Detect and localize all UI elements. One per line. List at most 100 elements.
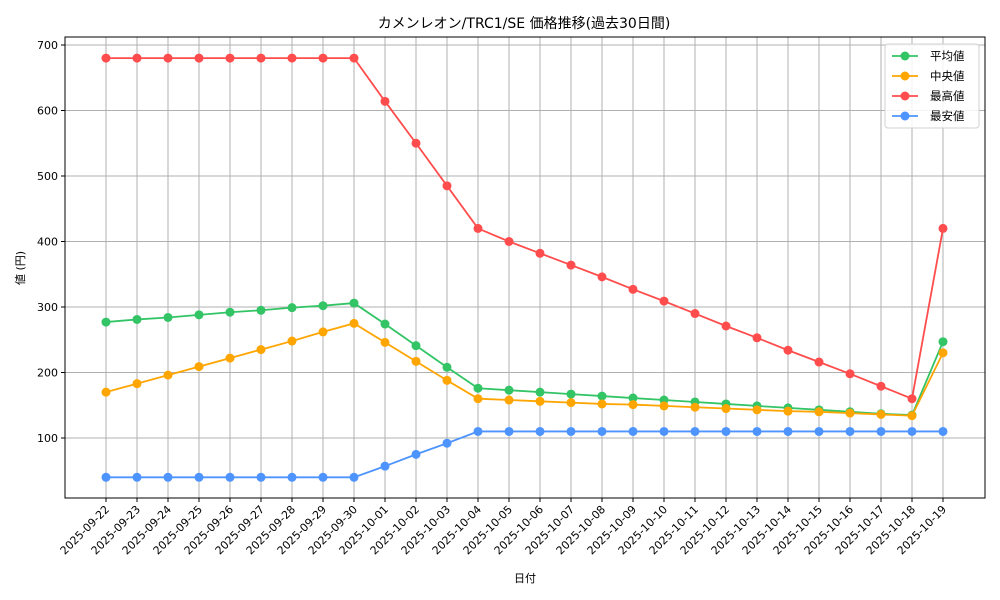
data-point: [442, 362, 452, 372]
y-tick-label: 200: [37, 367, 58, 380]
data-point: [194, 472, 204, 482]
data-point: [504, 237, 514, 246]
legend-label: 平均値: [930, 49, 965, 63]
data-point: [349, 318, 359, 328]
data-point: [256, 53, 266, 63]
data-point: [163, 370, 173, 380]
data-point: [287, 336, 297, 346]
data-point: [876, 409, 886, 419]
chart-title: カメンレオン/TRC1/SE 価格推移(過去30日間): [378, 16, 671, 32]
data-point: [318, 472, 328, 482]
legend-item: 最高値: [892, 89, 965, 103]
data-point: [132, 53, 142, 63]
data-point: [256, 472, 266, 482]
data-point: [566, 260, 576, 270]
data-point: [876, 381, 886, 391]
data-point: [659, 426, 669, 436]
data-point: [721, 321, 731, 331]
data-point: [752, 405, 762, 415]
data-point: [845, 426, 855, 436]
data-point: [907, 411, 917, 421]
legend-label: 中央値: [930, 69, 965, 83]
data-point: [938, 348, 948, 358]
x-axis-label: 日付: [514, 572, 536, 585]
legend-label: 最高値: [930, 89, 965, 103]
data-point: [938, 426, 948, 436]
data-point: [628, 426, 638, 436]
data-point: [783, 345, 793, 355]
y-axis-label: 値 (円): [14, 251, 27, 285]
data-point: [938, 223, 948, 233]
data-point: [132, 314, 142, 324]
legend-item: 中央値: [892, 69, 965, 83]
data-point: [287, 53, 297, 63]
data-point: [163, 53, 173, 63]
data-point: [411, 449, 421, 459]
data-point: [690, 426, 700, 436]
data-point: [473, 394, 483, 404]
data-point: [349, 472, 359, 482]
data-point: [101, 472, 111, 482]
y-tick-label: 100: [37, 432, 58, 445]
data-point: [256, 345, 266, 355]
data-point: [845, 369, 855, 379]
data-point: [628, 284, 638, 294]
data-point: [752, 426, 762, 436]
data-point: [597, 426, 607, 436]
legend-item: 平均値: [892, 49, 965, 63]
y-tick-label: 600: [37, 105, 58, 118]
data-point: [690, 309, 700, 319]
data-point: [752, 333, 762, 343]
data-point: [938, 337, 948, 347]
data-point: [628, 400, 638, 410]
data-point: [597, 399, 607, 409]
data-point: [535, 426, 545, 436]
legend-label: 最安値: [930, 109, 965, 123]
y-tick-label: 700: [37, 39, 58, 52]
data-point: [907, 394, 917, 404]
y-tick-label: 500: [37, 170, 58, 183]
data-point: [473, 426, 483, 436]
data-point: [132, 379, 142, 389]
y-tick-label: 400: [37, 236, 58, 249]
data-point: [907, 426, 917, 436]
data-point: [535, 248, 545, 258]
data-point: [628, 393, 638, 403]
data-point: [225, 307, 235, 317]
data-point: [194, 362, 204, 372]
data-point: [504, 385, 514, 395]
data-point: [349, 53, 359, 63]
data-point: [287, 303, 297, 313]
data-point: [380, 461, 390, 471]
data-point: [690, 402, 700, 412]
data-point: [845, 408, 855, 418]
data-point: [814, 407, 824, 417]
data-point: [287, 472, 297, 482]
data-point: [411, 341, 421, 351]
data-point: [380, 319, 390, 329]
data-point: [597, 272, 607, 282]
legend-item: 最安値: [892, 109, 965, 123]
data-point: [411, 356, 421, 366]
data-point: [783, 426, 793, 436]
data-point: [256, 305, 266, 315]
data-point: [101, 387, 111, 397]
data-point: [411, 138, 421, 148]
data-point: [349, 298, 359, 308]
data-point: [101, 317, 111, 327]
data-point: [659, 296, 669, 306]
data-series: [101, 53, 948, 482]
data-point: [318, 53, 328, 63]
data-point: [225, 472, 235, 482]
data-point: [721, 404, 731, 414]
data-point: [566, 426, 576, 436]
data-point: [535, 387, 545, 397]
data-point: [659, 401, 669, 411]
data-point: [783, 406, 793, 416]
data-point: [504, 426, 514, 436]
series-line: [101, 426, 948, 482]
data-point: [132, 472, 142, 482]
data-point: [814, 426, 824, 436]
